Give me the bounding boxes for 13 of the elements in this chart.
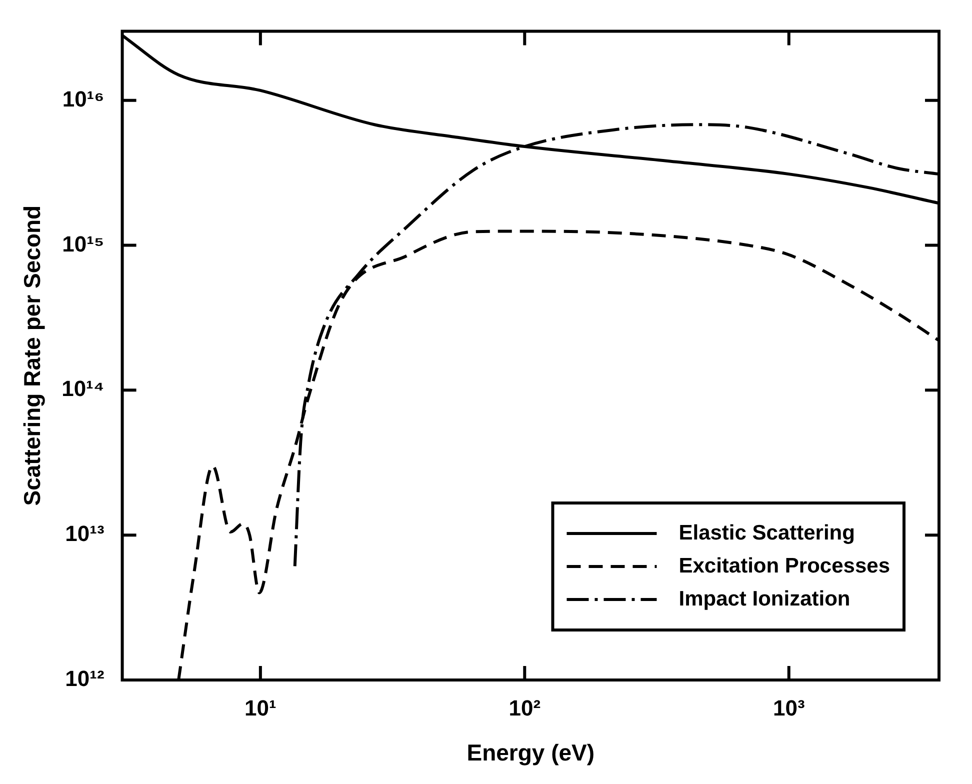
legend-label: Elastic Scattering [678, 521, 855, 544]
y-axis-title: Scattering Rate per Second [19, 205, 46, 506]
legend-label: Excitation Processes [678, 554, 890, 578]
x-tick-label: 10³ [772, 695, 805, 720]
y-tick-label: 10¹² [65, 666, 104, 692]
y-tick-label: 10¹³ [65, 521, 104, 546]
y-tick-label: 10¹⁴ [62, 376, 104, 402]
x-tick-label: 10¹ [244, 695, 276, 720]
y-tick-label: 10¹⁵ [62, 231, 104, 256]
x-axis-title: Energy (eV) [466, 740, 595, 766]
legend-label: Impact Ionization [678, 587, 850, 610]
y-tick-label: 10¹⁶ [62, 86, 104, 112]
x-tick-label: 10² [508, 695, 541, 720]
